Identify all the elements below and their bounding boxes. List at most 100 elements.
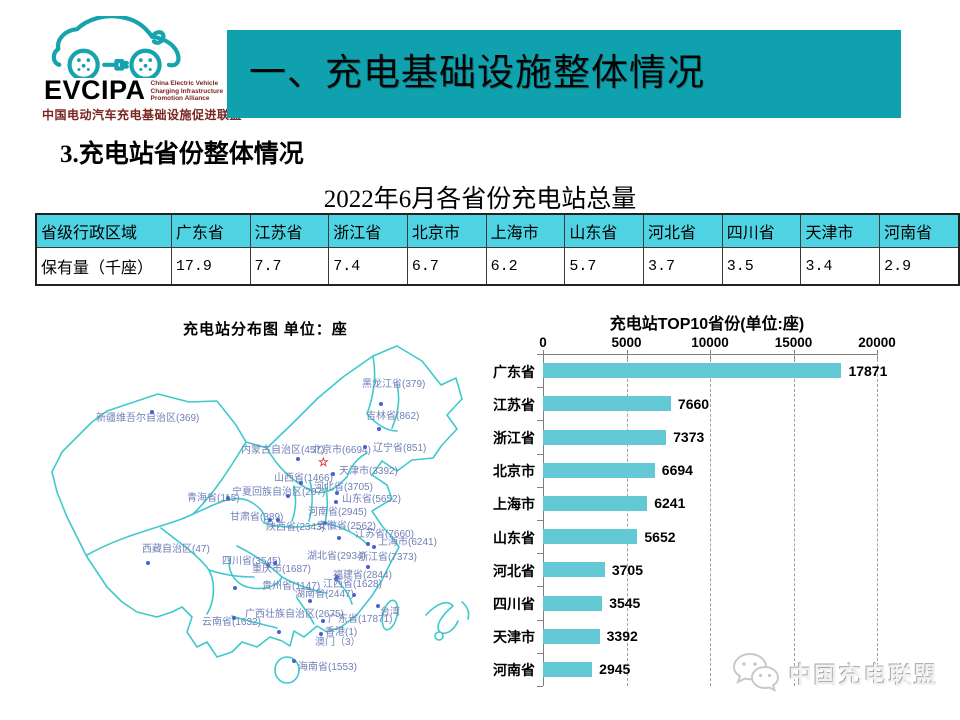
map-marker-dot: [334, 500, 338, 504]
category-label: 河南省: [493, 662, 535, 679]
bar: [543, 628, 600, 644]
map-label: 宁夏回族自治区(207): [232, 487, 326, 498]
watermark-text: 中国充电联盟: [789, 662, 939, 688]
value-label: 7660: [677, 395, 710, 412]
map-label: 湖北省(2934): [307, 551, 366, 562]
table-value-cell: 5.7: [564, 247, 645, 286]
section-subtitle: 3.充电站省份整体情况: [60, 141, 304, 168]
table-header-cell: 北京市: [406, 213, 487, 248]
map-label: 台湾: [380, 607, 400, 618]
gridline: [793, 354, 795, 686]
value-label: 7373: [673, 429, 705, 445]
header-bar: 一、充电基础设施整体情况: [227, 30, 901, 118]
gridline: [626, 354, 628, 686]
map-label: 浙江省(7373): [358, 552, 417, 563]
map-label: 四川省(3545): [222, 556, 281, 567]
map-label: 黑龙江省(379): [362, 379, 426, 390]
map-label: 河南省(2945): [308, 507, 367, 518]
map-marker-dot: [273, 561, 277, 565]
table-value-cell: 3.5: [721, 247, 802, 286]
map-marker-dot: [233, 586, 237, 590]
map-marker-dot: [321, 619, 325, 623]
y-axis-tickmark: [537, 354, 543, 355]
table-value-cell: 17.9: [170, 247, 251, 286]
value-label: 3392: [606, 628, 638, 645]
table-header-cell: 上海市: [485, 213, 566, 248]
map-marker-dot: [334, 577, 338, 581]
map-label: 海南省(1553): [298, 662, 357, 673]
map-label: 湖南省(2447): [295, 589, 354, 600]
bar: [543, 529, 638, 545]
gridline: [877, 354, 878, 686]
category-label: 上海市: [493, 496, 535, 513]
table-header-cell: 河南省: [879, 213, 960, 248]
table-header-cell: 河北省: [643, 213, 723, 248]
x-axis-tick-label: 20000: [858, 335, 896, 350]
map-title: 充电站分布图 单位：座: [183, 322, 348, 338]
map-marker-dot: [286, 494, 290, 498]
map-label: 陕西省(2343): [266, 522, 325, 533]
map-label: 河北省(3705): [314, 482, 373, 493]
map-marker-dot: [268, 518, 272, 522]
table-header-row: 省级行政区域 广东省 江苏省 浙江省 北京市 上海市 山东省 河北省 四川省 天津市 河南省: [35, 213, 960, 248]
y-axis-tickmark: [537, 387, 543, 389]
map-marker-dot: [292, 659, 296, 663]
map-marker-dot: [226, 496, 230, 500]
x-axis-tick-label: 0: [539, 335, 547, 350]
table-value-cell: 3.7: [643, 247, 723, 286]
map-label: 西藏自治区(47): [142, 544, 210, 555]
chart-title: 充电站TOP10省份(单位:座): [609, 316, 805, 333]
y-axis-line: [543, 354, 544, 686]
table-value-cell: 6.7: [406, 247, 487, 286]
map-marker-dot: [299, 481, 303, 485]
table-value-cell: 7.7: [249, 247, 330, 286]
map-label: 重庆市(1687): [252, 564, 311, 575]
y-axis-tickmark: [537, 652, 543, 654]
brand-subtitle-cn: 中国电动汽车充电基础设施促进联盟: [42, 108, 243, 122]
y-axis-tickmark: [537, 420, 543, 422]
map-label: 北京市(6694): [312, 445, 371, 456]
ev-car-logo-icon: [51, 16, 181, 78]
y-axis-tickmark: [537, 586, 543, 588]
map-label: 福建省(2844): [333, 570, 392, 581]
map-marker-dot: [150, 410, 154, 414]
evcipa-logo: EVCIPA China Electric Vehicle Charging I…: [40, 14, 243, 124]
category-label: 河北省: [493, 562, 535, 579]
bar: [543, 661, 593, 677]
map-marker-dot: [376, 604, 380, 608]
bar: [543, 462, 655, 478]
map-marker-dot: [335, 491, 339, 495]
table-header-cell: 四川省: [721, 213, 802, 248]
map-marker-dot: [352, 593, 356, 597]
map-label: 甘肃省(389): [230, 512, 284, 523]
value-label: 6241: [654, 495, 686, 512]
brand-text: EVCIPA: [44, 75, 146, 105]
map-label: 山东省(5652): [342, 494, 401, 505]
y-axis-tickmark: [537, 619, 543, 621]
map-label: 新疆维吾尔自治区(369): [96, 413, 200, 424]
map-label: 广东省(17871): [328, 614, 393, 625]
table-value-cell: 2.9: [879, 247, 960, 286]
beijing-star-icon: ☆: [318, 455, 329, 469]
map-marker-dot: [379, 402, 383, 406]
table-header-cell: 江苏省: [249, 213, 330, 248]
value-label: 3705: [611, 561, 644, 578]
category-label: 北京市: [493, 463, 535, 480]
map-marker-dot: [232, 616, 236, 620]
category-label: 广东省: [493, 363, 535, 380]
table-header-cell: 浙江省: [328, 213, 408, 248]
page-title: 一、充电基础设施整体情况: [249, 53, 705, 94]
x-axis-tick-label: 10000: [691, 335, 729, 350]
province-table: 省级行政区域 广东省 江苏省 浙江省 北京市 上海市 山东省 河北省 四川省 天津市 河南省 保有量…: [35, 213, 960, 286]
map-label: 山西省(1466): [274, 473, 333, 484]
table-value-cell: 7.4: [328, 247, 408, 286]
map-marker-dot: [337, 536, 341, 540]
map-label: 安徽省(2562): [317, 521, 376, 532]
map-marker-dot: [372, 545, 376, 549]
table-data-row: 保有量（千座） 17.9 7.7 7.4 6.7 6.2 5.7 3.7 3.5 3.4 2.9: [35, 247, 960, 286]
bar: [543, 595, 603, 611]
bar: [543, 396, 671, 412]
map-label: 澳门（3）: [315, 637, 361, 648]
map-marker-dot: [366, 542, 370, 546]
